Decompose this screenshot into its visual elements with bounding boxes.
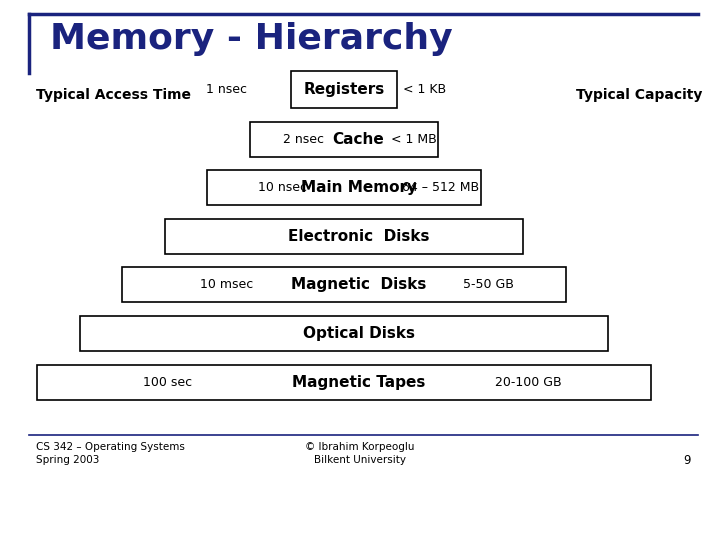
FancyBboxPatch shape [207, 170, 481, 205]
FancyBboxPatch shape [165, 219, 523, 254]
Text: Cache: Cache [333, 132, 384, 146]
Text: Bilkent University: Bilkent University [314, 455, 406, 465]
Text: 2 nsec: 2 nsec [283, 132, 324, 146]
Text: Main Memory: Main Memory [300, 180, 417, 195]
Text: Typical Access Time: Typical Access Time [36, 87, 191, 102]
Text: Optical Disks: Optical Disks [302, 326, 415, 341]
FancyBboxPatch shape [37, 364, 651, 400]
FancyBboxPatch shape [122, 267, 566, 302]
Text: 10 nsec: 10 nsec [258, 181, 307, 194]
Text: Spring 2003: Spring 2003 [36, 455, 99, 465]
Text: Magnetic  Disks: Magnetic Disks [291, 278, 426, 292]
Text: 100 sec: 100 sec [143, 375, 192, 389]
Text: 5-50 GB: 5-50 GB [463, 278, 514, 292]
Text: 9: 9 [684, 454, 691, 467]
Text: Magnetic Tapes: Magnetic Tapes [292, 375, 426, 389]
Text: < 1 KB: < 1 KB [403, 83, 446, 96]
FancyBboxPatch shape [80, 316, 608, 351]
FancyBboxPatch shape [291, 71, 397, 108]
Text: Typical Capacity: Typical Capacity [576, 87, 703, 102]
Text: 1 nsec: 1 nsec [206, 83, 247, 96]
FancyBboxPatch shape [250, 122, 438, 157]
Text: Memory - Hierarchy: Memory - Hierarchy [50, 22, 453, 56]
Text: Electronic  Disks: Electronic Disks [288, 229, 429, 244]
Text: © Ibrahim Korpeoglu: © Ibrahim Korpeoglu [305, 442, 415, 452]
Text: Registers: Registers [304, 82, 384, 97]
Text: CS 342 – Operating Systems: CS 342 – Operating Systems [36, 442, 185, 452]
Text: 64 – 512 MB: 64 – 512 MB [402, 181, 479, 194]
Text: < 1 MB: < 1 MB [391, 132, 437, 146]
Text: 10 msec: 10 msec [200, 278, 253, 292]
Text: 20-100 GB: 20-100 GB [495, 375, 562, 389]
